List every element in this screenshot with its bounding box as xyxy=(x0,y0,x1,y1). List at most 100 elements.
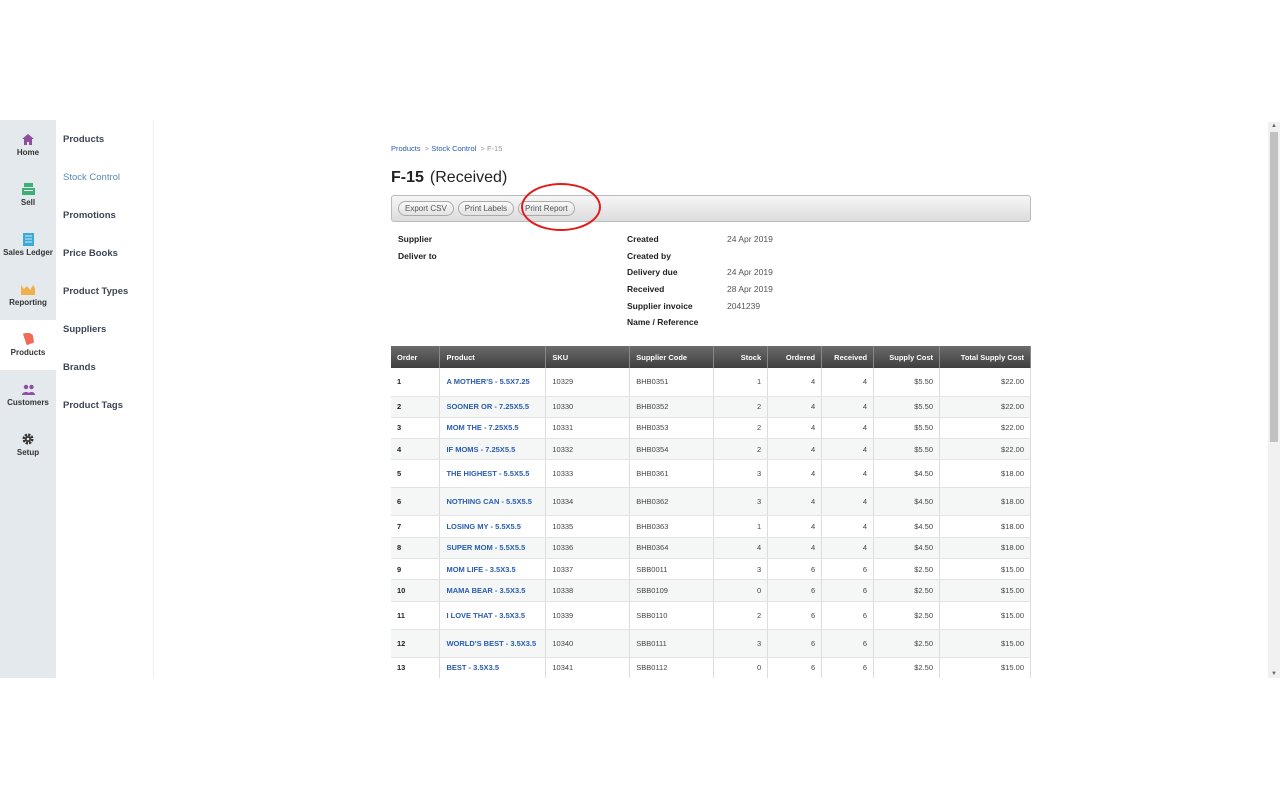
cell-order: 5 xyxy=(391,459,441,489)
cell-product: NOTHING CAN - 5.5X5.5 xyxy=(439,487,547,517)
cell-product: MOM LIFE - 3.5X3.5 xyxy=(439,558,547,581)
cell-product: THE HIGHEST - 5.5X5.5 xyxy=(439,459,547,489)
cell-order: 13 xyxy=(391,657,441,678)
cell-supplier-code: SBB0109 xyxy=(629,579,715,602)
product-link[interactable]: SUPER MOM - 5.5X5.5 xyxy=(446,543,526,553)
column-header-supplier-code[interactable]: Supplier Code xyxy=(629,346,715,368)
column-header-supply-cost[interactable]: Supply Cost xyxy=(873,346,941,368)
cell-sku: 10331 xyxy=(545,417,631,440)
app-window: Home Sell Sales Ledger Reporting Products Cus… xyxy=(0,120,1280,678)
table-row: 5 THE HIGHEST - 5.5X5.5 10333 BHB0361 3 4 4 $4.… xyxy=(391,459,1031,489)
home-icon xyxy=(21,133,35,145)
table-row: 4 IF MOMS - 7.25X5.5 10332 BHB0354 2 4 4 $5.50 $… xyxy=(391,438,1031,461)
scroll-up-icon[interactable]: ▲ xyxy=(1271,123,1277,129)
subnav-brands[interactable]: Brands xyxy=(63,361,96,373)
subnav-promotions[interactable]: Promotions xyxy=(63,209,116,221)
product-link[interactable]: SOONER OR - 7.25X5.5 xyxy=(446,402,529,412)
table-row: 2 SOONER OR - 7.25X5.5 10330 BHB0352 2 4 4 $5.5… xyxy=(391,396,1031,418)
cell-supply-cost: $2.50 xyxy=(873,558,941,581)
product-link[interactable]: I LOVE THAT - 3.5X3.5 xyxy=(446,610,526,620)
cell-received: 6 xyxy=(821,558,875,581)
scroll-down-icon[interactable]: ▼ xyxy=(1271,671,1277,677)
cell-ordered: 6 xyxy=(767,657,823,678)
print-labels-button[interactable]: Print Labels xyxy=(457,201,515,216)
cell-total-supply-cost: $15.00 xyxy=(939,629,1031,658)
subnav-stock-control[interactable]: Stock Control xyxy=(63,171,121,183)
cell-supply-cost: $4.50 xyxy=(873,515,941,538)
cell-supply-cost: $4.50 xyxy=(873,537,941,559)
cell-supplier-code: BHB0353 xyxy=(629,417,715,440)
subnav-product-tags[interactable]: Product Tags xyxy=(63,399,123,411)
product-link[interactable]: THE HIGHEST - 5.5X5.5 xyxy=(446,469,530,479)
breadcrumb-products[interactable]: Products xyxy=(391,144,421,153)
nav-label: Sell xyxy=(20,198,36,207)
cell-order: 9 xyxy=(391,558,441,581)
cell-total-supply-cost: $18.00 xyxy=(939,515,1031,538)
detail-row: Received 28 Apr 2019 xyxy=(627,284,773,301)
detail-label: Delivery due xyxy=(627,267,678,278)
cell-received: 6 xyxy=(821,629,875,658)
cell-ordered: 6 xyxy=(767,629,823,658)
supplier-info: Supplier Deliver to xyxy=(398,234,437,267)
cell-total-supply-cost: $18.00 xyxy=(939,537,1031,559)
breadcrumb-stock-control[interactable]: Stock Control xyxy=(431,144,477,153)
column-header-sku[interactable]: SKU xyxy=(545,346,631,368)
product-link[interactable]: MOM THE - 7.25X5.5 xyxy=(446,423,519,433)
nav-reporting[interactable]: Reporting xyxy=(0,270,56,320)
cell-total-supply-cost: $15.00 xyxy=(939,657,1031,678)
nav-products[interactable]: Products xyxy=(0,320,56,370)
cell-order: 2 xyxy=(391,396,441,418)
nav-customers[interactable]: Customers xyxy=(0,370,56,420)
cell-product: IF MOMS - 7.25X5.5 xyxy=(439,438,547,461)
toolbar: Export CSV Print Labels Print Report xyxy=(391,195,1031,222)
subnav-products[interactable]: Products xyxy=(63,133,105,145)
table-header-row: Order Product SKU Supplier Code Stock Ordered… xyxy=(391,346,1031,368)
table-row: 6 NOTHING CAN - 5.5X5.5 10334 BHB0362 3 4 4 $4.… xyxy=(391,487,1031,517)
cell-sku: 10340 xyxy=(545,629,631,658)
product-link[interactable]: WORLD'S BEST - 3.5X3.5 xyxy=(446,638,537,648)
scrollbar[interactable]: ▲ ▼ xyxy=(1268,122,1280,678)
products-subnav: Products Stock Control Promotions Price Boo… xyxy=(56,120,154,678)
nav-home[interactable]: Home xyxy=(0,120,56,170)
detail-row: Supplier invoice 2041239 xyxy=(627,301,773,318)
column-header-ordered[interactable]: Ordered xyxy=(767,346,823,368)
column-header-stock[interactable]: Stock xyxy=(713,346,769,368)
nav-sell[interactable]: Sell xyxy=(0,170,56,220)
cell-received: 4 xyxy=(821,417,875,440)
product-link[interactable]: MAMA BEAR - 3.5X3.5 xyxy=(446,585,526,595)
cell-stock: 3 xyxy=(713,558,769,581)
subnav-product-types[interactable]: Product Types xyxy=(63,285,129,297)
cell-ordered: 6 xyxy=(767,558,823,581)
cell-order: 10 xyxy=(391,579,441,602)
subnav-suppliers[interactable]: Suppliers xyxy=(63,323,107,335)
cell-stock: 2 xyxy=(713,417,769,440)
cell-product: MOM THE - 7.25X5.5 xyxy=(439,417,547,440)
column-header-product[interactable]: Product xyxy=(439,346,547,368)
product-link[interactable]: A MOTHER'S - 5.5X7.25 xyxy=(446,377,530,387)
column-header-total-supply-cost[interactable]: Total Supply Cost xyxy=(939,346,1031,368)
cell-stock: 1 xyxy=(713,515,769,538)
cell-supplier-code: BHB0363 xyxy=(629,515,715,538)
product-link[interactable]: LOSING MY - 5.5X5.5 xyxy=(446,522,521,532)
ledger-icon xyxy=(21,232,35,246)
detail-value: 24 Apr 2019 xyxy=(727,234,773,244)
cell-stock: 2 xyxy=(713,396,769,418)
product-link[interactable]: NOTHING CAN - 5.5X5.5 xyxy=(446,497,532,507)
detail-row: Created by xyxy=(627,251,773,268)
nav-sales-ledger[interactable]: Sales Ledger xyxy=(0,220,56,270)
export-csv-button[interactable]: Export CSV xyxy=(398,201,454,216)
column-header-received[interactable]: Received xyxy=(821,346,875,368)
cell-ordered: 4 xyxy=(767,417,823,440)
product-link[interactable]: BEST - 3.5X3.5 xyxy=(446,663,499,673)
subnav-price-books[interactable]: Price Books xyxy=(63,247,118,259)
column-header-order[interactable]: Order xyxy=(391,346,441,368)
cell-product: MAMA BEAR - 3.5X3.5 xyxy=(439,579,547,602)
cell-sku: 10330 xyxy=(545,396,631,418)
people-icon xyxy=(21,383,35,395)
detail-value: 2041239 xyxy=(727,300,761,311)
scrollbar-thumb[interactable] xyxy=(1270,132,1278,442)
nav-setup[interactable]: Setup xyxy=(0,420,56,470)
cell-ordered: 6 xyxy=(767,579,823,602)
product-link[interactable]: MOM LIFE - 3.5X3.5 xyxy=(446,564,516,574)
product-link[interactable]: IF MOMS - 7.25X5.5 xyxy=(446,444,516,454)
